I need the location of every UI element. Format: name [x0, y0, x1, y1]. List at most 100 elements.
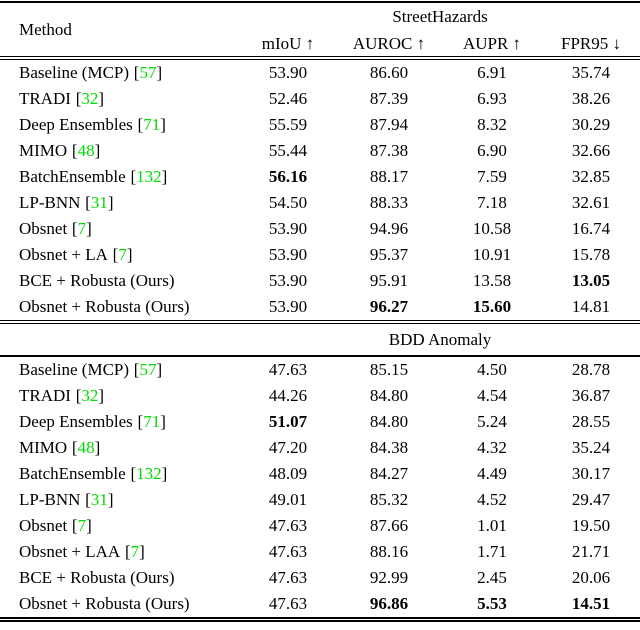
method-name: BCE + Robusta (Ours)	[19, 568, 175, 587]
citation-bracket-close: ]	[86, 516, 92, 535]
table-row: LP-BNN [31] 49.01 85.32 4.52 29.47	[0, 487, 640, 513]
citation-link[interactable]: 57	[139, 360, 157, 379]
auroc-cell: 86.60	[369, 63, 409, 82]
method-name: Obsnet + Robusta (Ours)	[19, 297, 190, 316]
method-cell: Obsnet + Robusta (Ours)	[0, 591, 240, 622]
citation-bracket-close: ]	[107, 193, 114, 212]
method-column-header: Method	[0, 1, 240, 60]
citation-link[interactable]: 7	[130, 542, 140, 561]
citation-bracket-open: [	[112, 245, 119, 264]
table-row: BCE + Robusta (Ours) 47.63 92.99 2.45 20…	[0, 565, 640, 591]
method-cell: Obsnet + LA [7]	[0, 242, 240, 268]
aupr-cell: 6.90	[477, 141, 507, 160]
method-name: LP-BNN	[19, 490, 81, 509]
section-title-bdd-anomaly: BDD Anomaly	[240, 320, 640, 357]
divider-spacer	[0, 320, 240, 357]
citation-link[interactable]: 48	[77, 141, 95, 160]
aupr-cell: 13.58	[472, 271, 512, 290]
method-name: Baseline (MCP)	[19, 63, 130, 82]
aupr-cell: 7.18	[477, 193, 507, 212]
method-name: Obsnet + LA	[19, 245, 108, 264]
citation-link[interactable]: 132	[136, 167, 162, 186]
auroc-cell: 87.39	[369, 89, 409, 108]
table-row: Obsnet + Robusta (Ours) 47.63 96.86 5.53…	[0, 591, 640, 622]
table-row: Obsnet [7] 53.90 94.96 10.58 16.74	[0, 216, 640, 242]
method-name: MIMO	[19, 141, 68, 160]
miou-cell: 56.16	[268, 167, 308, 186]
fpr95-cell: 36.87	[571, 386, 611, 405]
citation-bracket-open: [	[130, 167, 137, 186]
fpr95-cell: 32.61	[571, 193, 611, 212]
auroc-cell: 88.33	[369, 193, 409, 212]
fpr95-cell: 20.06	[571, 568, 611, 587]
fpr95-cell: 19.50	[571, 516, 611, 535]
miou-cell: 53.90	[268, 219, 308, 238]
section-title-streethazards: StreetHazards	[240, 1, 640, 31]
auroc-cell: 96.86	[336, 591, 442, 622]
table-row: TRADI [32] 52.46 87.39 6.93 38.26	[0, 86, 640, 112]
table-row: Obsnet + Robusta (Ours) 53.90 96.27 15.6…	[0, 294, 640, 322]
section-divider-row: BDD Anomaly	[0, 320, 640, 357]
miou-cell: 47.63	[268, 568, 308, 587]
citation-bracket-open: [	[124, 542, 131, 561]
fpr95-cell: 15.78	[571, 245, 611, 264]
auroc-cell: 84.80	[369, 386, 409, 405]
miou-cell: 44.26	[268, 386, 308, 405]
citation-link[interactable]: 48	[77, 438, 95, 457]
auroc-cell: 84.38	[369, 438, 409, 457]
method-cell: Obsnet [7]	[0, 513, 240, 539]
fpr95-cell: 29.47	[571, 490, 611, 509]
miou-cell: 47.63	[240, 591, 336, 622]
table-row: TRADI [32] 44.26 84.80 4.54 36.87	[0, 383, 640, 409]
miou-cell: 53.90	[268, 63, 308, 82]
citation-link[interactable]: 32	[81, 386, 99, 405]
miou-cell: 53.90	[268, 297, 308, 316]
aupr-cell: 4.32	[477, 438, 507, 457]
method-cell: Deep Ensembles [71]	[0, 409, 240, 435]
citation-bracket-open: [	[85, 490, 91, 509]
citation-bracket-open: [	[85, 193, 91, 212]
citation-bracket-close: ]	[94, 141, 101, 160]
method-cell: Baseline (MCP) [57]	[0, 356, 240, 383]
citation-link[interactable]: 7	[77, 219, 87, 238]
miou-cell: 47.63	[268, 516, 308, 535]
method-cell: TRADI [32]	[0, 86, 240, 112]
auroc-cell: 84.27	[369, 464, 409, 483]
citation-bracket-close: ]	[94, 438, 101, 457]
citation-link[interactable]: 7	[77, 516, 87, 535]
table-row: Baseline (MCP) [57] 53.90 86.60 6.91 35.7…	[0, 58, 640, 86]
fpr95-cell: 35.74	[571, 63, 611, 82]
table-row: Obsnet + LA [7] 53.90 95.37 10.91 15.78	[0, 242, 640, 268]
aupr-cell: 2.45	[477, 568, 507, 587]
aupr-cell: 15.60	[472, 297, 512, 316]
citation-link[interactable]: 31	[90, 490, 108, 509]
auroc-cell: 88.16	[369, 542, 409, 561]
method-cell: MIMO [48]	[0, 138, 240, 164]
citation-bracket-open: [	[71, 141, 78, 160]
citation-bracket-open: [	[133, 360, 140, 379]
citation-link[interactable]: 7	[118, 245, 127, 264]
fpr95-cell: 35.24	[571, 438, 611, 457]
method-cell: BCE + Robusta (Ours)	[0, 268, 240, 294]
method-cell: BatchEnsemble [132]	[0, 164, 240, 190]
citation-link[interactable]: 31	[90, 193, 108, 212]
citation-link[interactable]: 32	[81, 89, 99, 108]
fpr95-cell: 38.26	[571, 89, 611, 108]
citation-bracket-close: ]	[160, 115, 166, 134]
citation-link[interactable]: 57	[139, 63, 157, 82]
citation-link[interactable]: 71	[143, 115, 161, 134]
header-row-metrics: mIoU ↑ AUROC ↑ AUPR ↑ FPR95 ↓	[0, 31, 640, 60]
auroc-cell: 87.66	[369, 516, 409, 535]
table-row: Baseline (MCP) [57] 47.63 85.15 4.50 28.7…	[0, 356, 640, 383]
citation-bracket-open: [	[137, 115, 144, 134]
fpr95-cell: 30.29	[571, 115, 611, 134]
citation-link[interactable]: 71	[143, 412, 161, 431]
aupr-cell: 10.91	[472, 245, 512, 264]
aupr-cell: 5.53	[442, 591, 542, 622]
fpr95-cell: 28.55	[571, 412, 611, 431]
citation-link[interactable]: 132	[136, 464, 162, 483]
method-name: LP-BNN	[19, 193, 81, 212]
column-header-miou: mIoU ↑	[240, 31, 336, 60]
fpr95-cell: 30.17	[571, 464, 611, 483]
table-row: LP-BNN [31] 54.50 88.33 7.18 32.61	[0, 190, 640, 216]
